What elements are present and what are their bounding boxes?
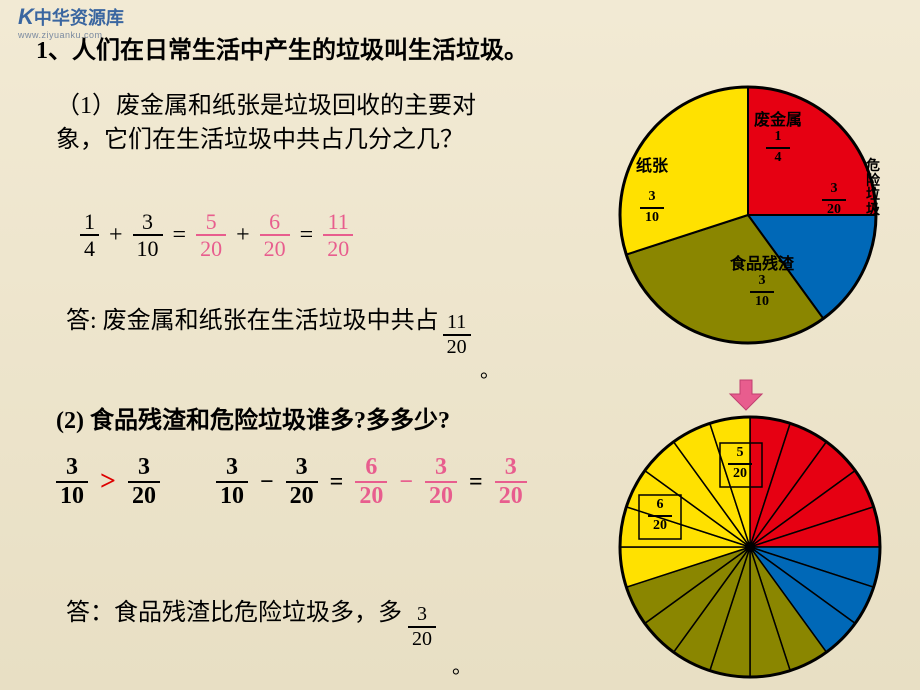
answer-2-text: 答：食品残渣比危险垃圾多，多 bbox=[66, 592, 402, 627]
minus-op: − bbox=[393, 469, 419, 496]
page-title: 1、人们在日常生活中产生的垃圾叫生活垃圾。 bbox=[36, 30, 528, 65]
down-arrow-icon bbox=[726, 378, 766, 412]
frac-3-10-b: 310 bbox=[56, 455, 88, 509]
pie1-label-hazard-name: 危险垃圾 bbox=[866, 160, 882, 219]
plus-op: + bbox=[230, 222, 256, 249]
equation-2: 310 > 320 310 − 320 = 620 − 320 = 320 bbox=[56, 455, 527, 509]
gt-op: > bbox=[94, 466, 122, 498]
frac-3-20-b: 320 bbox=[128, 455, 160, 509]
frac-3-20-c: 320 bbox=[286, 455, 318, 509]
equation-1: 14 + 310 = 520 + 620 = 1120 bbox=[80, 210, 353, 260]
answer-1-text: 答: 废金属和纸张在生活垃圾中共占 bbox=[66, 300, 439, 335]
logo-text: 中华资源库 bbox=[34, 8, 124, 28]
frac-3-20-ans: 320 bbox=[408, 604, 436, 650]
answer-2: 答：食品残渣比危险垃圾多，多 320 bbox=[66, 592, 436, 650]
pie1-label-hazard-frac: 320 bbox=[822, 182, 846, 217]
question-2: (2) 食品残渣和危险垃圾谁多?多多少? bbox=[56, 400, 450, 435]
frac-3-20-d: 320 bbox=[425, 455, 457, 509]
eq-op: = bbox=[324, 469, 350, 496]
pie1-label-metal: 废金属 14 bbox=[754, 106, 802, 165]
minus-op: − bbox=[254, 469, 280, 496]
eq-op: = bbox=[463, 469, 489, 496]
frac-11-20: 1120 bbox=[323, 210, 353, 260]
plus-op: + bbox=[103, 222, 129, 249]
frac-6-20: 620 bbox=[260, 210, 290, 260]
pie1-label-food: 食品残渣 310 bbox=[730, 250, 794, 309]
frac-3-10-c: 310 bbox=[216, 455, 248, 509]
pie2-label-5-20: 520 bbox=[728, 446, 752, 481]
eq-op: = bbox=[294, 222, 320, 249]
answer-1: 答: 废金属和纸张在生活垃圾中共占 1120 bbox=[66, 300, 471, 358]
frac-1-4: 14 bbox=[80, 210, 99, 260]
period-2: 。 bbox=[452, 650, 472, 679]
pie1-label-paper: 纸张 310 bbox=[636, 152, 668, 225]
period-1: 。 bbox=[480, 354, 500, 383]
question-1: （1）废金属和纸张是垃圾回收的主要对象，它们在生活垃圾中共占几分之几？ bbox=[56, 90, 486, 157]
frac-3-10: 310 bbox=[133, 210, 163, 260]
frac-5-20: 520 bbox=[196, 210, 226, 260]
pie2-label-6-20: 620 bbox=[648, 498, 672, 533]
eq-op: = bbox=[167, 222, 193, 249]
frac-6-20-b: 620 bbox=[355, 455, 387, 509]
frac-3-20-e: 320 bbox=[495, 455, 527, 509]
logo-mark: K bbox=[18, 4, 34, 29]
frac-11-20-ans: 1120 bbox=[443, 312, 471, 358]
